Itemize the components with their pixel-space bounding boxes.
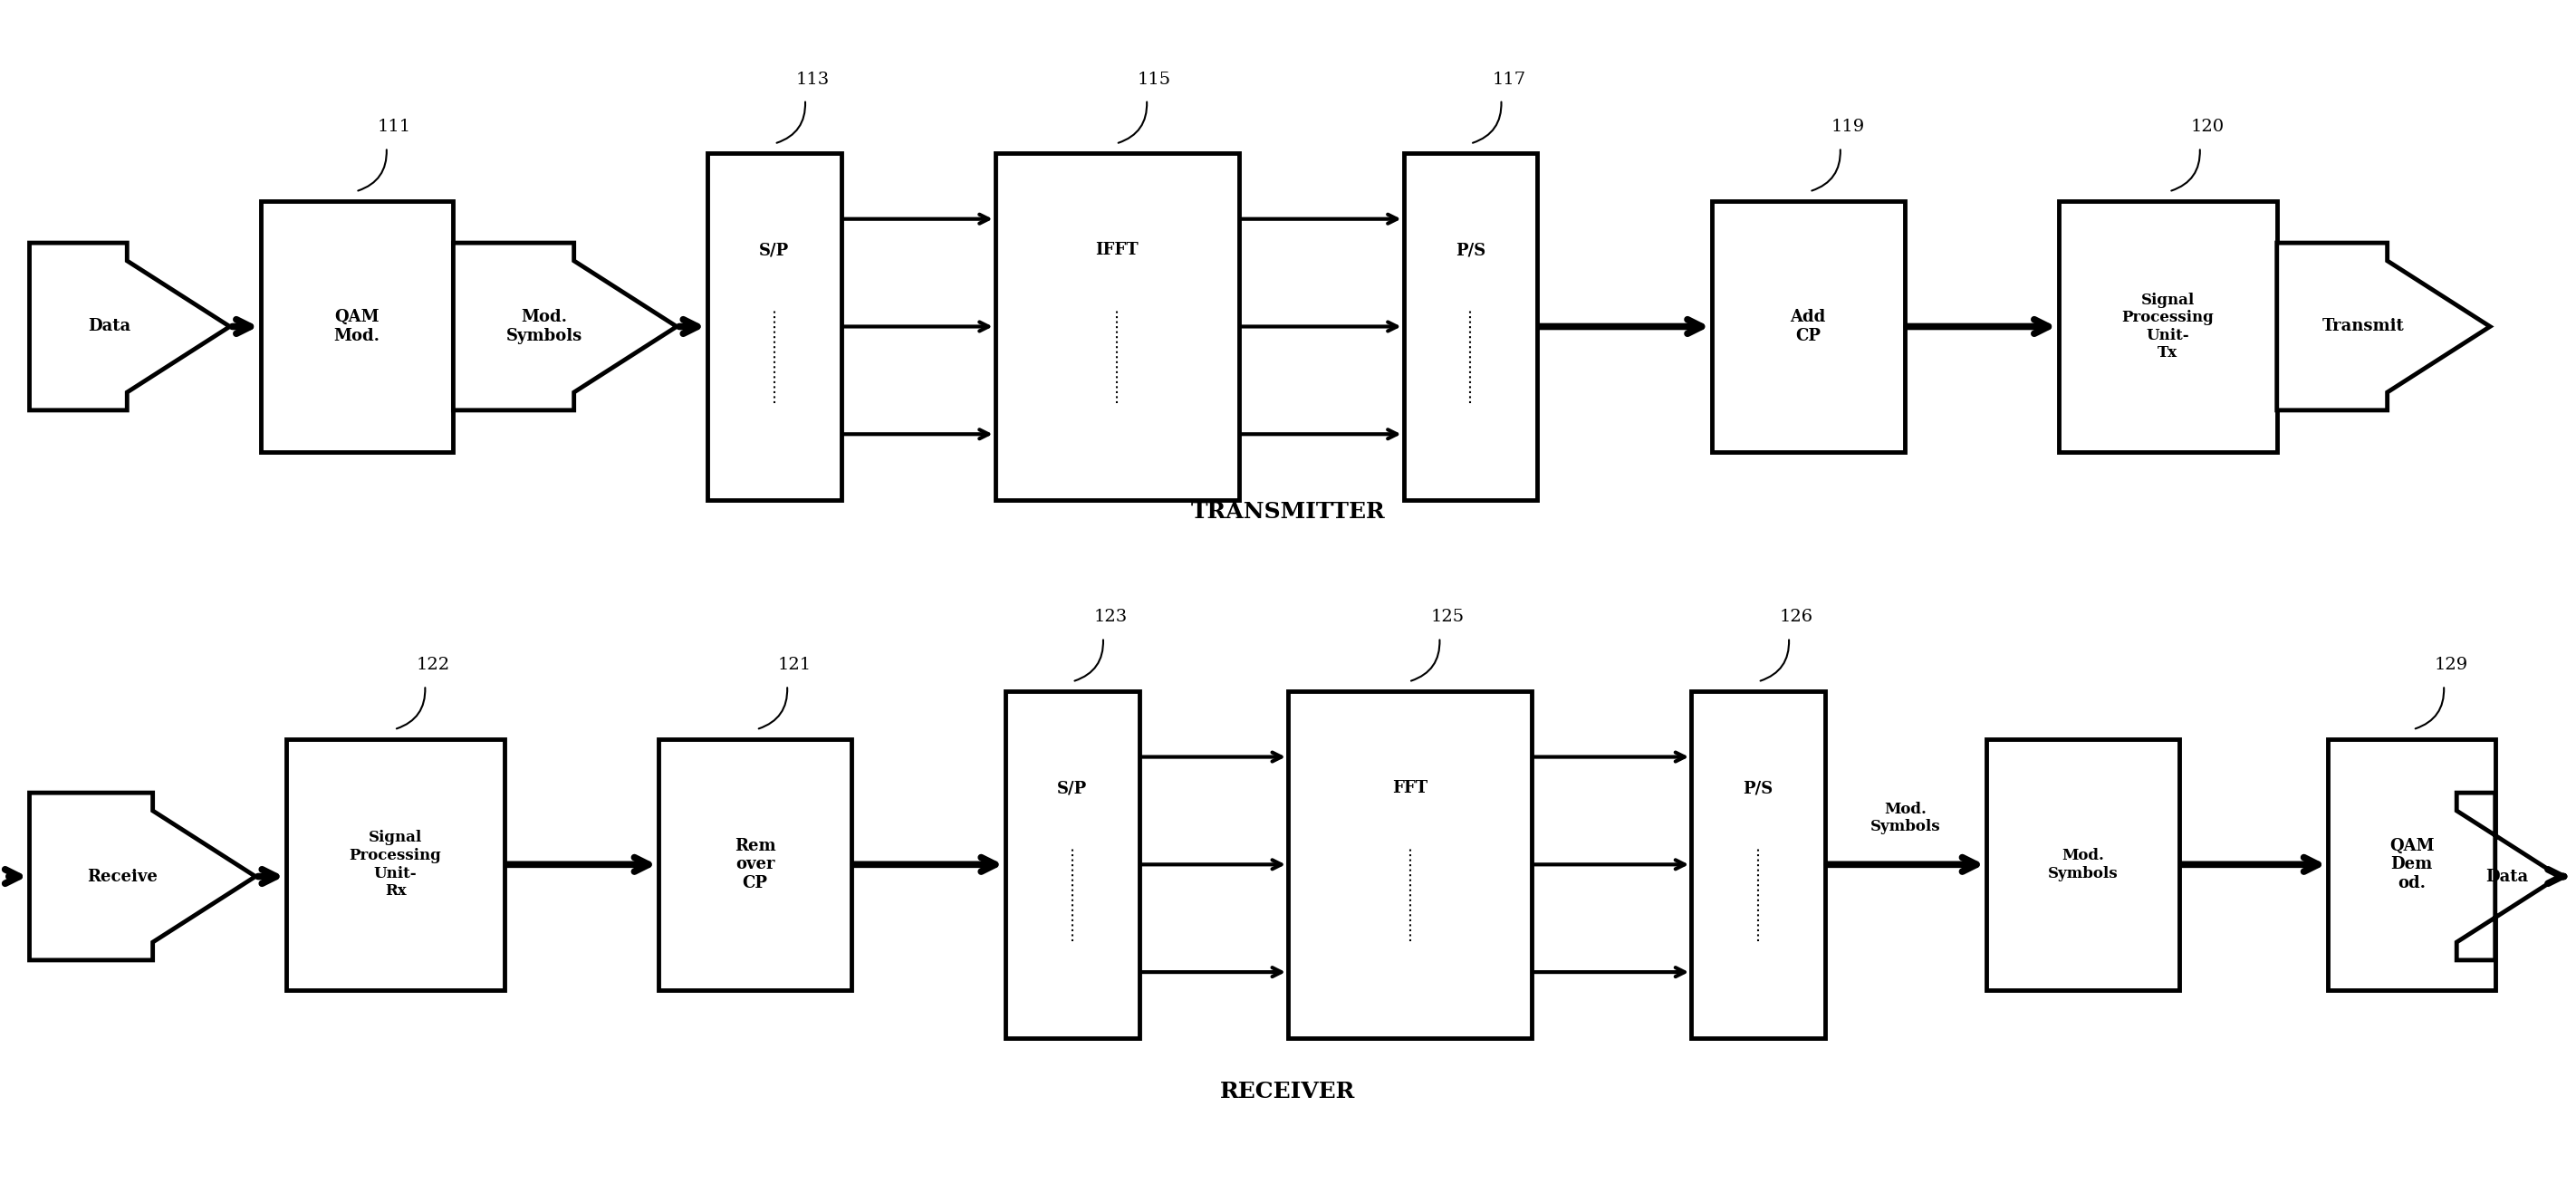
Text: 129: 129 — [2434, 657, 2468, 674]
Text: RECEIVER: RECEIVER — [1221, 1080, 1355, 1102]
Bar — [286, 739, 505, 990]
Bar — [260, 201, 453, 452]
Polygon shape — [28, 793, 255, 960]
Bar — [1986, 739, 2179, 990]
Text: TRANSMITTER: TRANSMITTER — [1190, 500, 1386, 523]
Text: 125: 125 — [1430, 609, 1463, 626]
Text: 119: 119 — [1832, 119, 1865, 135]
Text: 113: 113 — [796, 71, 829, 88]
Bar — [659, 739, 850, 990]
Text: QAM
Mod.: QAM Mod. — [335, 309, 381, 344]
Text: P/S: P/S — [1455, 242, 1486, 259]
Text: Data: Data — [2486, 869, 2527, 884]
Bar — [1005, 692, 1139, 1038]
Text: QAM
Dem
od.: QAM Dem od. — [2388, 837, 2434, 891]
Text: Data: Data — [88, 319, 131, 334]
Text: Rem
over
CP: Rem over CP — [734, 837, 775, 891]
Polygon shape — [453, 243, 677, 410]
Text: P/S: P/S — [1744, 780, 1772, 796]
Text: 120: 120 — [2190, 119, 2223, 135]
Bar — [2058, 201, 2277, 452]
Polygon shape — [28, 243, 229, 410]
Text: Receive: Receive — [88, 869, 157, 884]
Text: 123: 123 — [1095, 609, 1128, 626]
Text: 111: 111 — [376, 119, 412, 135]
Text: 115: 115 — [1139, 71, 1172, 88]
Text: 126: 126 — [1780, 609, 1814, 626]
Text: IFFT: IFFT — [1095, 242, 1139, 259]
Text: FFT: FFT — [1391, 780, 1427, 796]
Text: Mod.
Symbols: Mod. Symbols — [1870, 801, 1940, 835]
Bar — [1288, 692, 1533, 1038]
Bar — [1713, 201, 1904, 452]
Text: 122: 122 — [415, 657, 451, 674]
Text: S/P: S/P — [1056, 780, 1087, 796]
Bar — [1692, 692, 1824, 1038]
Polygon shape — [2458, 793, 2561, 960]
Text: Signal
Processing
Unit-
Tx: Signal Processing Unit- Tx — [2123, 292, 2213, 361]
Text: Mod.
Symbols: Mod. Symbols — [507, 309, 582, 344]
Text: Add
CP: Add CP — [1790, 309, 1826, 344]
Bar — [2329, 739, 2496, 990]
Text: Transmit: Transmit — [2321, 319, 2403, 334]
Polygon shape — [2277, 243, 2491, 410]
Bar — [1404, 153, 1538, 500]
Text: 117: 117 — [1492, 71, 1525, 88]
Bar — [708, 153, 842, 500]
Text: S/P: S/P — [760, 242, 788, 259]
Text: Mod.
Symbols: Mod. Symbols — [2048, 848, 2117, 881]
Bar — [994, 153, 1239, 500]
Text: 121: 121 — [778, 657, 811, 674]
Text: Signal
Processing
Unit-
Rx: Signal Processing Unit- Rx — [350, 830, 440, 899]
